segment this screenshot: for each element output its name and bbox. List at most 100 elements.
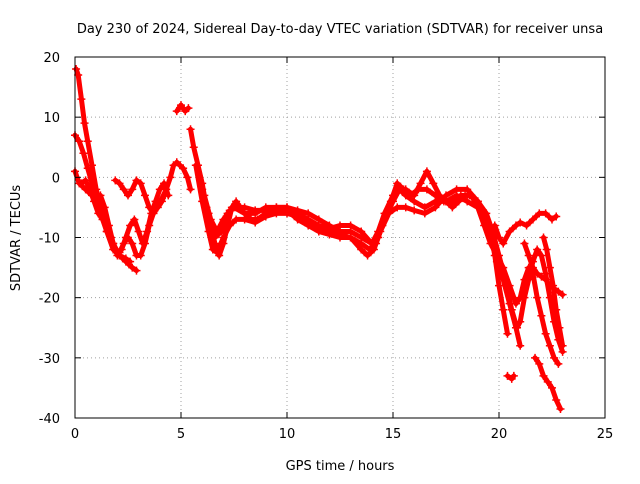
data-point-marker [558,341,567,350]
x-tick-label: 15 [385,427,402,442]
data-point-marker [533,245,542,254]
data-series-arc-14 [539,233,567,350]
data-point-marker [261,206,270,215]
x-tick-label: 10 [279,427,296,442]
data-point-marker [136,251,145,260]
x-tick-label: 25 [597,427,614,442]
data-series-arc-7 [172,158,195,194]
data-point-marker [495,233,503,242]
series-trace [492,210,559,246]
data-point-marker [184,104,193,113]
data-point-marker [149,209,158,218]
data-point-marker [431,191,440,200]
y-axis-label: SDTVAR / TECUs [9,185,24,292]
data-point-marker [219,233,228,242]
data-point-marker [179,164,188,173]
data-point-marker [219,215,228,224]
data-point-marker [145,203,154,212]
x-tick-label: 20 [491,427,508,442]
data-point-marker [414,185,423,194]
data-point-marker [549,281,558,290]
data-point-marker [314,227,323,236]
data-point-marker [357,227,366,236]
data-point-marker [132,176,141,185]
data-point-marker [539,233,548,242]
data-point-marker [556,404,565,413]
data-point-marker [401,203,410,212]
data-point-marker [200,191,209,200]
data-point-marker [399,185,408,194]
data-point-marker [516,218,525,227]
data-point-marker [240,203,249,212]
x-tick-label: 0 [71,427,79,442]
data-point-marker [119,185,128,194]
data-point-marker [541,209,550,218]
y-tick-label: -20 [39,292,60,307]
data-point-marker [537,272,546,281]
data-series-arc-12 [490,209,561,248]
data-point-marker [157,194,166,203]
data-point-marker [126,221,135,230]
data-point-marker [520,239,529,248]
data-point-marker [509,371,518,380]
data-point-marker [172,107,181,116]
data-point-marker [416,179,425,188]
data-point-marker [128,185,137,194]
data-point-marker [422,185,431,194]
data-point-marker [393,203,402,212]
data-point-marker [490,221,499,230]
data-series-arc-5 [111,161,178,218]
data-point-marker [516,341,525,350]
data-point-marker [208,245,217,254]
data-point-marker [140,239,149,248]
data-point-marker [539,371,548,380]
data-point-marker [386,197,395,206]
data-point-marker [74,71,83,80]
data-point-marker [516,317,525,326]
data-point-marker [482,209,491,218]
data-point-marker [119,239,128,248]
data-point-marker [505,227,514,236]
data-point-marker [304,221,313,230]
data-point-marker [524,251,533,260]
data-point-marker [503,329,512,338]
data-point-marker [535,359,544,368]
y-tick-label: 20 [43,51,60,66]
y-tick-label: 10 [43,111,60,126]
data-point-marker [555,323,564,332]
series-trace [201,180,566,355]
data-point-marker [495,251,503,260]
data-point-marker [213,248,222,257]
data-point-marker [162,185,171,194]
data-point-marker [465,191,474,200]
data-point-marker [251,206,260,215]
data-point-marker [213,227,222,236]
data-point-marker [210,233,219,242]
data-point-marker [283,206,291,215]
data-point-marker [541,329,550,338]
data-point-marker [511,221,520,230]
y-tick-label: -30 [39,352,60,367]
data-point-marker [77,179,86,188]
y-tick-label: -40 [39,412,60,427]
data-point-marker [528,263,537,272]
data-point-marker [456,191,465,200]
data-point-marker [499,305,508,314]
y-tick-label: 0 [52,171,60,186]
data-point-marker [153,203,162,212]
data-point-marker [189,143,198,152]
data-point-marker [533,293,542,302]
axis-ticks: 0 5 10 15 20 25 -40 -30 -20 -10 0 10 20 [39,51,614,442]
data-series-arc-11 [200,179,567,356]
data-point-marker [537,311,546,320]
data-point-marker [405,191,414,200]
data-point-marker [100,203,109,212]
data-point-marker [206,215,215,224]
data-point-marker [558,290,567,299]
data-point-marker [346,221,355,230]
data-point-marker [545,263,554,272]
data-point-marker [393,179,402,188]
data-point-marker [495,281,503,290]
data-point-marker [134,227,143,236]
data-point-marker [336,233,344,242]
